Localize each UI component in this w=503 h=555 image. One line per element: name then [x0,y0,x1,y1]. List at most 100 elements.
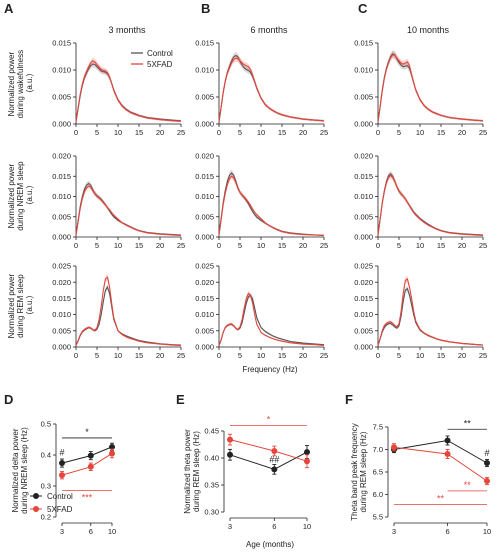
y-tick-label: 0.015 [354,294,373,303]
data-point-5xfad [227,436,233,443]
data-point-5xfad [304,458,310,465]
y-tick-label: 0.005 [195,326,214,335]
panel-letter-f: F [345,392,353,407]
y-tick-label: 0.015 [354,39,373,48]
x-tick-label: 10 [483,527,491,536]
y-tick-label: 0.010 [354,66,373,75]
x-tick-label: 5 [95,241,99,250]
spectrum-panel-r1-c0: 0.000 0.005 0.010 0.015 0.020 0 5 10 15 20 25 [52,152,185,250]
y-tick-label: 6.0 [373,490,383,499]
y-tick-label: 0.000 [195,233,214,242]
x-tick-label: 15 [437,128,445,137]
x-tick-label: 15 [437,241,445,250]
x-tick-label: 25 [320,128,328,137]
y-tick-label: 0.010 [52,66,71,75]
y-tick-label: 0.000 [354,120,373,129]
x-tick-label: 20 [458,241,466,250]
x-tick-label: 10 [108,527,116,536]
sem-band-control [219,51,324,123]
x-tick-label: 3 [60,527,64,536]
x-tick-label: 5 [238,128,242,137]
data-point-control [59,460,65,467]
x-tick-label: 0 [376,241,380,250]
x-tick-label: 5 [95,351,99,360]
spectra-legend: Control 5XFAD [131,49,173,69]
y-tick-label: 0.000 [195,343,214,352]
summary-panels: Normalized delta powerduring NREM sleep … [11,415,491,536]
x-tick-label: 20 [299,351,307,360]
x-tick-label: 20 [156,241,164,250]
x-tick-label: 6 [445,527,449,536]
series-line-5xfad [377,174,484,236]
series-line-5xfad [218,292,325,346]
spectrum-panel-r2-c2: 0.000 0.005 0.010 0.015 0.020 0.025 0 5 10 15 20 25 [354,262,487,360]
sig-stars-top: ** [464,418,472,428]
x-tick-label: 15 [135,241,143,250]
sem-band-5xfad [76,274,181,346]
x-tick-label: 0 [74,128,78,137]
series-line-control [218,54,325,122]
x-tick-label: 10 [114,128,122,137]
panel-letter-a: A [4,1,14,16]
x-tick-label: 10 [416,351,424,360]
y-tick-label: 0.40 [204,454,219,463]
y-tick-label: 0.025 [52,262,71,271]
x-tick-label: 25 [320,351,328,360]
x-tick-label: 10 [257,351,265,360]
y-tick-label: 6.5 [373,468,383,477]
data-point-5xfad [59,472,65,479]
series-line-5xfad [218,57,325,122]
y-tick-label: 7.5 [373,423,383,432]
y-tick-label: 0.30 [204,508,219,517]
sig-hash: # [484,448,489,458]
panel-f: Theta band peak frequencyduring REM slee… [350,418,491,536]
y-tick-label: 0.010 [195,192,214,201]
series-line-5xfad [75,276,182,346]
series-line-5xfad [377,278,484,346]
y-tick-label: 0.000 [52,343,71,352]
y-tick-label: 0.020 [195,278,214,287]
x-tick-label: 15 [278,128,286,137]
data-point-5xfad [391,444,397,451]
panel-letter-b: B [201,1,210,16]
x-tick-label: 0 [376,351,380,360]
x-tick-label: 0 [376,128,380,137]
panel-f-ylabel: Theta band peak frequencyduring REM slee… [350,423,368,520]
panel-letter-e: E [176,392,185,407]
y-tick-label: 0.015 [195,294,214,303]
series-line-5xfad [377,54,484,122]
y-tick-label: 0.010 [52,310,71,319]
x-tick-label: 0 [217,351,221,360]
x-tick-label: 3 [228,522,232,531]
series-line-5xfad [75,185,182,236]
x-tick-label: 20 [156,128,164,137]
y-tick-label: 0.005 [52,93,71,102]
y-tick-label: 0.000 [195,120,214,129]
x-tick-label: 10 [114,241,122,250]
y-tick-label: 0.015 [195,39,214,48]
y-tick-label: 0.015 [52,172,71,181]
x-tick-label: 25 [320,241,328,250]
series-line-control [61,446,113,464]
x-tick-label: 10 [416,128,424,137]
y-tick-label: 0.000 [52,233,71,242]
x-tick-label: 10 [416,241,424,250]
sem-band-5xfad [76,183,181,237]
y-tick-label: 0.005 [195,93,214,102]
data-point-5xfad [271,447,278,454]
panel-d-ylabel: Normalized delta powerduring NREM sleep … [11,427,29,514]
y-tick-label: 0.020 [354,278,373,287]
y-tick-label: 0.005 [354,326,373,335]
y-tick-label: 0.005 [354,93,373,102]
series-line-control [75,63,182,122]
y-tick-label: 0.020 [52,152,71,161]
y-tick-label: 0.015 [354,172,373,181]
data-point-control [304,449,310,456]
data-point-5xfad [484,478,490,484]
x-tick-label: 5 [95,128,99,137]
sem-band-5xfad [219,54,324,123]
data-point-5xfad [87,463,94,470]
x-tick-label: 3 [392,527,396,536]
x-tick-label: 5 [397,351,401,360]
spectrum-panel-r2-c1: 0.000 0.005 0.010 0.015 0.020 0.025 0 5 10 15 20 25 [195,262,328,360]
